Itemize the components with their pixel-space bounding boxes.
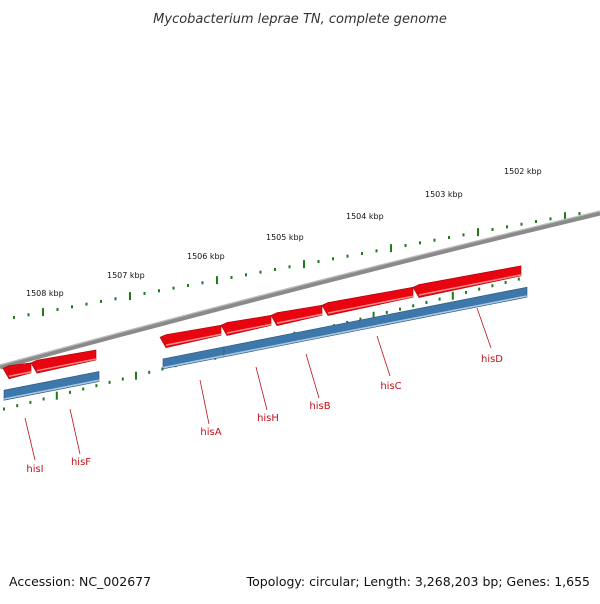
forward-gene-shine xyxy=(418,274,522,296)
genome-summary: Topology: circular; Length: 3,268,203 bp… xyxy=(246,574,590,589)
forward-gene-arrow xyxy=(220,314,272,336)
gene-label: hisF xyxy=(71,457,91,468)
gene-leader-line xyxy=(255,366,268,411)
forward-gene-shine xyxy=(165,333,222,346)
forward-gene-shine xyxy=(276,313,323,324)
gene-leader-line xyxy=(199,379,210,425)
genome-backbone xyxy=(0,210,600,370)
gene-leader-line xyxy=(24,417,36,461)
gene-label: hisI xyxy=(26,464,43,475)
forward-gene-arrow xyxy=(2,362,32,380)
forward-genes-track xyxy=(2,265,522,380)
gene-leader-line xyxy=(476,307,492,349)
backbone-highlight xyxy=(0,210,600,366)
kbp-label: 1505 kbp xyxy=(266,233,304,242)
forward-gene-arrow xyxy=(270,304,323,326)
kbp-label: 1507 kbp xyxy=(107,271,145,280)
gene-label: hisC xyxy=(380,381,401,392)
kbp-label: 1508 kbp xyxy=(26,289,64,298)
gene-label: hisH xyxy=(257,413,279,424)
gene-label: hisA xyxy=(200,427,221,438)
kbp-label: 1502 kbp xyxy=(504,167,542,176)
gene-label: hisB xyxy=(309,401,330,412)
gene-label: hisD xyxy=(481,354,503,365)
cds-bar xyxy=(3,371,100,401)
forward-gene-arrow xyxy=(321,286,414,316)
forward-gene-shine xyxy=(327,295,414,314)
forward-gene-shine xyxy=(8,371,32,377)
gene-leader-line xyxy=(305,353,320,399)
kbp-label: 1506 kbp xyxy=(187,252,225,261)
forward-gene-shine xyxy=(226,323,272,334)
gene-labels: hisI hisF hisA hisH hisB hisC hisD xyxy=(24,307,503,475)
backbone-line xyxy=(0,210,600,370)
forward-gene-arrow xyxy=(412,265,522,298)
gene-leader-line xyxy=(376,335,391,377)
cds-bar-shine xyxy=(223,295,528,357)
cds-bar xyxy=(223,286,528,358)
cds-bar-shine xyxy=(162,354,225,369)
accession-label: Accession: NC_002677 xyxy=(9,574,152,589)
cds-bar-shine xyxy=(3,379,100,400)
forward-gene-arrow xyxy=(30,349,97,374)
gene-leader-line xyxy=(69,408,81,455)
kbp-labels: 1508 kbp 1507 kbp 1506 kbp 1505 kbp 1504 kbp… xyxy=(26,167,542,298)
cds-track xyxy=(3,286,528,401)
forward-gene-arrow xyxy=(159,324,222,348)
kbp-label: 1503 kbp xyxy=(425,190,463,199)
forward-gene-shine xyxy=(36,358,97,372)
kbp-label: 1504 kbp xyxy=(346,212,384,221)
map-title: Mycobacterium leprae TN, complete genome xyxy=(153,12,447,27)
